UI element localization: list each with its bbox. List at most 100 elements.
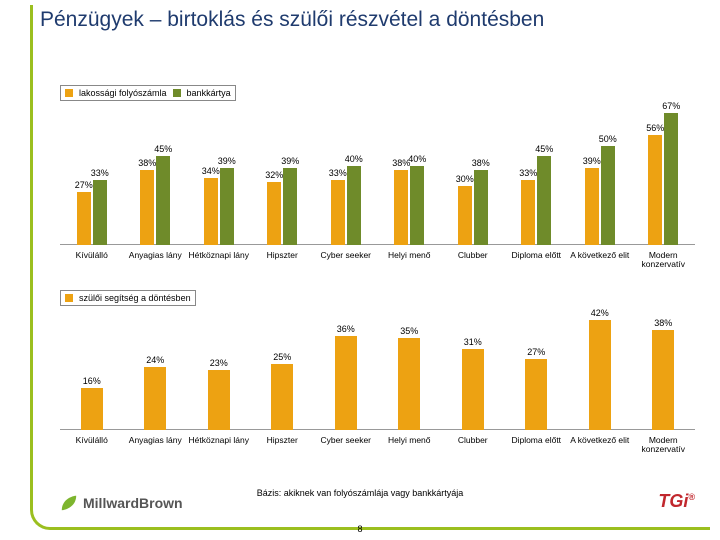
bar-value-label: 36% xyxy=(337,324,355,334)
bar-series-b: 38% xyxy=(474,170,488,245)
bar-group: 24% xyxy=(124,312,188,430)
logo-tgi: TGi® xyxy=(658,491,695,512)
bar-group: 35% xyxy=(378,312,442,430)
bar-series-b: 33% xyxy=(93,180,107,245)
bar-series-b: 67% xyxy=(664,113,678,245)
logo-millwardbrown: MillwardBrown xyxy=(60,494,183,512)
bar-group: 34%39% xyxy=(187,107,251,245)
bar-value-label: 31% xyxy=(464,337,482,347)
category-label: Clubber xyxy=(441,249,505,275)
bar-value-label: 35% xyxy=(400,326,418,336)
category-label: Helyi menő xyxy=(378,434,442,460)
bar-group: 27%33% xyxy=(60,107,124,245)
slide-title: Pénzügyek – birtoklás és szülői részvéte… xyxy=(40,8,690,32)
legend-swatch-c xyxy=(65,294,73,302)
legend-swatch-a xyxy=(65,89,73,97)
bar-group: 39%50% xyxy=(568,107,632,245)
bar-series-c: 31% xyxy=(462,349,484,430)
bar-series-b: 40% xyxy=(410,166,424,245)
bar-value-label: 38% xyxy=(138,158,156,168)
category-label: Hétköznapi lány xyxy=(187,434,251,460)
bar-series-b: 39% xyxy=(283,168,297,245)
logo-tgi-text: TGi xyxy=(658,491,688,511)
bar-value-label: 33% xyxy=(329,168,347,178)
bar-series-c: 25% xyxy=(271,364,293,430)
category-label: Helyi menő xyxy=(378,249,442,275)
bar-value-label: 38% xyxy=(654,318,672,328)
logo-tgi-reg: ® xyxy=(688,492,695,502)
category-label: Anyagias lány xyxy=(124,434,188,460)
bar-group: 16% xyxy=(60,312,124,430)
bar-value-label: 33% xyxy=(519,168,537,178)
bar-group: 42% xyxy=(568,312,632,430)
bar-series-a: 27% xyxy=(77,192,91,245)
chart-parental: szülői segítség a döntésben 16% 24% 23% 25%… xyxy=(60,290,695,460)
bar-series-c: 23% xyxy=(208,370,230,430)
chart2-categories: KívülállóAnyagias lányHétköznapi lányHip… xyxy=(60,434,695,460)
category-label: Clubber xyxy=(441,434,505,460)
bar-value-label: 45% xyxy=(154,144,172,154)
bar-value-label: 38% xyxy=(472,158,490,168)
chart2-legend: szülői segítség a döntésben xyxy=(60,290,196,306)
chart1-categories: KívülállóAnyagias lányHétköznapi lányHip… xyxy=(60,249,695,275)
legend-swatch-b xyxy=(173,89,181,97)
bar-group: 33%40% xyxy=(314,107,378,245)
legend-label-c: szülői segítség a döntésben xyxy=(79,293,191,303)
bar-series-c: 38% xyxy=(652,330,674,430)
chart1-bars: 27%33%38%45%34%39%32%39%33%40%38%40%30%3… xyxy=(60,107,695,245)
page-number: 8 xyxy=(0,524,720,534)
bar-series-b: 45% xyxy=(156,156,170,245)
bar-value-label: 40% xyxy=(345,154,363,164)
logo-mb-text: MillwardBrown xyxy=(83,495,183,511)
chart-accounts: lakossági folyószámla bankkártya 27%33%3… xyxy=(60,85,695,275)
legend-label-b: bankkártya xyxy=(187,88,231,98)
bar-group: 56%67% xyxy=(632,107,696,245)
bar-group: 36% xyxy=(314,312,378,430)
bar-value-label: 24% xyxy=(146,355,164,365)
category-label: Diploma előtt xyxy=(505,249,569,275)
category-label: Modern konzervatív xyxy=(632,434,696,460)
chart1-legend: lakossági folyószámla bankkártya xyxy=(60,85,236,101)
bar-value-label: 25% xyxy=(273,352,291,362)
bar-value-label: 42% xyxy=(591,308,609,318)
bar-series-c: 42% xyxy=(589,320,611,430)
bar-series-a: 33% xyxy=(521,180,535,245)
bar-value-label: 16% xyxy=(83,376,101,386)
bar-group: 32%39% xyxy=(251,107,315,245)
category-label: Cyber seeker xyxy=(314,434,378,460)
category-label: A következő elit xyxy=(568,249,632,275)
bar-value-label: 45% xyxy=(535,144,553,154)
bar-value-label: 56% xyxy=(646,123,664,133)
bar-value-label: 33% xyxy=(91,168,109,178)
bar-group: 30%38% xyxy=(441,107,505,245)
bar-group: 31% xyxy=(441,312,505,430)
bar-series-c: 16% xyxy=(81,388,103,430)
bar-series-a: 30% xyxy=(458,186,472,245)
bar-series-a: 56% xyxy=(648,135,662,245)
bar-series-a: 39% xyxy=(585,168,599,245)
bar-group: 38% xyxy=(632,312,696,430)
bar-series-b: 40% xyxy=(347,166,361,245)
bar-value-label: 67% xyxy=(662,101,680,111)
chart2-bars: 16% 24% 23% 25% 36% 35% 31% 27% 42% 38% xyxy=(60,312,695,430)
bar-series-c: 27% xyxy=(525,359,547,430)
category-label: A következő elit xyxy=(568,434,632,460)
category-label: Kívülálló xyxy=(60,249,124,275)
bar-series-a: 38% xyxy=(140,170,154,245)
bar-group: 33% 45% xyxy=(505,107,569,245)
bar-series-c: 36% xyxy=(335,336,357,430)
category-label: Hipszter xyxy=(251,249,315,275)
bar-series-b: 50% xyxy=(601,146,615,245)
bar-value-label: 39% xyxy=(218,156,236,166)
mb-leaf-icon xyxy=(60,494,78,512)
category-label: Hétköznapi lány xyxy=(187,249,251,275)
bar-value-label: 50% xyxy=(599,134,617,144)
bar-group: 27% xyxy=(505,312,569,430)
bar-value-label: 23% xyxy=(210,358,228,368)
category-label: Cyber seeker xyxy=(314,249,378,275)
legend-label-a: lakossági folyószámla xyxy=(79,88,167,98)
bar-series-b: 39% xyxy=(220,168,234,245)
bar-series-a: 33% xyxy=(331,180,345,245)
category-label: Hipszter xyxy=(251,434,315,460)
category-label: Modern konzervatív xyxy=(632,249,696,275)
